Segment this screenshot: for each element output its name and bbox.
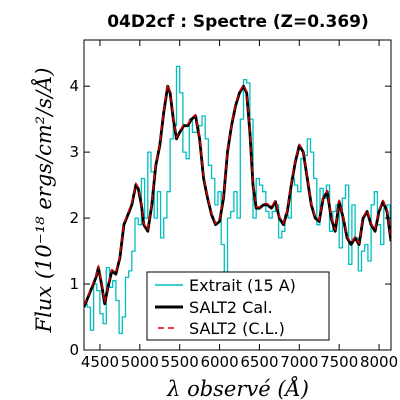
y-axis-label: Flux (10⁻¹⁸ ergs/cm²/s/Å) xyxy=(31,68,56,334)
x-tick-label: 6000 xyxy=(200,353,238,371)
legend-label-salt2-cl: SALT2 (C.L.) xyxy=(189,319,285,338)
y-tick-label: 0 xyxy=(69,341,79,359)
x-tick-label: 6500 xyxy=(240,353,278,371)
x-tick-label: 7000 xyxy=(280,353,318,371)
x-tick-label: 8000 xyxy=(360,353,398,371)
legend-label-extrait: Extrait (15 A) xyxy=(189,276,296,295)
legend: Extrait (15 A) SALT2 Cal. SALT2 (C.L.) xyxy=(146,271,330,341)
y-tick-label: 2 xyxy=(69,209,79,227)
series-line-2 xyxy=(84,83,391,306)
series-line-0 xyxy=(84,65,391,335)
x-tick-label: 4500 xyxy=(81,353,119,371)
x-axis-label: λ observé (Å) xyxy=(166,376,309,400)
series-layer xyxy=(84,65,391,335)
x-tick-label: 5000 xyxy=(121,353,159,371)
y-tick-label: 3 xyxy=(69,143,79,161)
x-tick-label: 5500 xyxy=(161,353,199,371)
y-tick-label: 1 xyxy=(69,275,79,293)
x-tick-label: 7500 xyxy=(320,353,358,371)
plot-frame xyxy=(83,39,392,351)
chart-title: 04D2cf : Spectre (Z=0.369) xyxy=(107,12,369,32)
y-tick-label: 4 xyxy=(69,77,79,95)
legend-label-salt2-cal: SALT2 Cal. xyxy=(189,298,273,317)
ticks-layer: 4500 5000 5500 6000 6500 7000 7500 8000 0 1 2 3 4 xyxy=(69,40,398,371)
